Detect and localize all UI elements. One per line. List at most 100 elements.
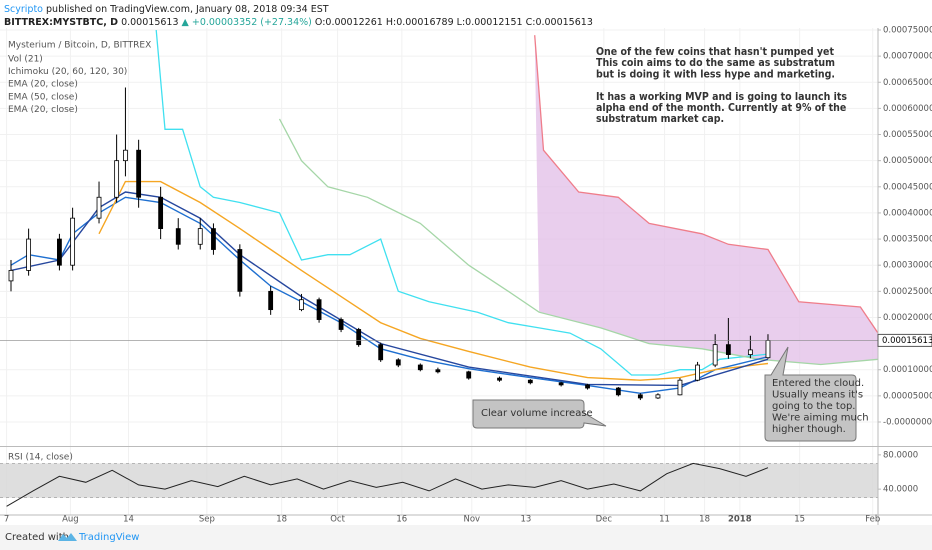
candle-body xyxy=(747,349,753,355)
price: 0.00015613 xyxy=(121,17,178,28)
last-price-label: 0.00015613 xyxy=(882,336,932,346)
annotations: Mysterium / Bitcoin, D, BITTREX Vol (21) I… xyxy=(8,41,869,463)
x-tick-label: 11 xyxy=(659,515,670,525)
candle-body xyxy=(395,359,401,366)
rsi-tick-label: 80.0000 xyxy=(883,450,918,460)
candle-body xyxy=(237,249,243,292)
ohlc-c: C:0.00015613 xyxy=(526,17,593,28)
candle-body xyxy=(356,329,362,346)
footer-created: Created with xyxy=(5,532,69,543)
x-tick-label: Dec xyxy=(596,515,613,525)
annotation-line: substratum market cap. xyxy=(596,113,724,125)
y-tick-label: 0.00065000 xyxy=(883,78,932,88)
x-tick-label: 14 xyxy=(123,515,134,525)
x-tick-label: Nov xyxy=(463,515,480,525)
axes: 0.00075000 0.00070000 0.00065000 0.00060000… xyxy=(4,26,932,525)
ohlc-o: O:0.00012261 xyxy=(315,17,383,28)
x-tick-label: 18 xyxy=(699,515,710,525)
candle-body xyxy=(26,238,32,271)
candle-body xyxy=(114,160,120,198)
x-tick-label: Sep xyxy=(199,515,215,525)
candle-body xyxy=(197,228,203,245)
legend-entry: EMA (50, close) xyxy=(8,92,78,102)
annotation-line: alpha end of the month. Currently at 9% … xyxy=(596,102,846,114)
published: published on TradingView.com, January 08… xyxy=(46,4,329,15)
candle-body xyxy=(677,379,683,396)
x-tick-label: 16 xyxy=(396,515,407,525)
candle-body xyxy=(96,196,102,219)
y-tick-label: 0.00045000 xyxy=(883,182,932,192)
volume-callout-box xyxy=(472,399,607,429)
y-tick-label: 0.00050000 xyxy=(883,156,932,166)
annotation-line: It has a working MVP and is going to lau… xyxy=(596,91,847,103)
symbol: BITTREX:MYSTBTC, D xyxy=(4,17,118,28)
symbol-line: BITTREX:MYSTBTC, D 0.00015613 ▲ +0.00003… xyxy=(4,17,593,28)
candle-body xyxy=(57,238,62,266)
ohlc-h: H:0.00016789 xyxy=(386,17,454,28)
candle-body xyxy=(136,149,142,198)
cloud-callout-box xyxy=(764,346,857,442)
last-price-box xyxy=(877,333,932,347)
candle-body xyxy=(695,364,700,381)
candle-body xyxy=(299,299,304,311)
ichimoku-line xyxy=(278,118,878,366)
candle-body xyxy=(158,196,164,230)
candle-body xyxy=(268,290,274,311)
annotation-line: We're aiming much xyxy=(772,413,869,424)
candle-body xyxy=(497,377,502,381)
footer-brand[interactable]: TradingView xyxy=(78,532,139,543)
header-line: Scyripto published on TradingView.com, J… xyxy=(4,4,329,15)
rsi-tick-label: 40.0000 xyxy=(883,485,918,495)
y-tick-label: 0.00010000 xyxy=(883,365,932,375)
candle-body xyxy=(123,149,128,162)
footer-logo xyxy=(58,533,77,541)
candle-body xyxy=(338,319,344,330)
y-tick-label: 0.00040000 xyxy=(883,208,932,218)
y-tick-label: 0.00070000 xyxy=(883,52,932,62)
legend-entry: Vol (21) xyxy=(8,55,43,65)
candle-body xyxy=(585,384,590,389)
candle-body xyxy=(655,394,661,399)
candle-body xyxy=(211,228,216,250)
candle-body xyxy=(8,270,14,282)
main-panel xyxy=(0,30,878,401)
ichimoku-line xyxy=(534,35,878,334)
ichimoku-line xyxy=(155,30,769,376)
y-tick-label: 0.00025000 xyxy=(883,287,932,297)
x-tick-label: 15 xyxy=(794,515,805,525)
candle-body xyxy=(435,369,441,373)
candle-body xyxy=(175,228,181,245)
annotation-line: This coin aims to do the same as substra… xyxy=(596,57,835,69)
ichimoku-cloud xyxy=(534,35,878,365)
ohlc-l: L:0.00012151 xyxy=(457,17,523,28)
change: ▲ +0.00003352 (+27.34%) xyxy=(182,17,312,28)
y-tick-label: 0.00030000 xyxy=(883,261,932,271)
candle-body xyxy=(725,344,731,355)
x-tick-label: 2018 xyxy=(728,515,752,525)
y-tick-label: 0.00005000 xyxy=(883,391,932,401)
x-tick-label: 13 xyxy=(521,515,532,525)
y-tick-label: 0.00020000 xyxy=(883,313,932,323)
candle-body xyxy=(712,344,718,366)
author[interactable]: Scyripto xyxy=(4,4,43,15)
candle-body xyxy=(316,299,322,320)
legend-title: Mysterium / Bitcoin, D, BITTREX xyxy=(8,41,151,51)
annotation-line: Usually means it's xyxy=(772,390,863,401)
legend-entry: EMA (20, close) xyxy=(8,105,78,115)
y-tick-label: 0.00055000 xyxy=(883,130,932,140)
y-tick-label: -0.00000000 xyxy=(883,418,932,428)
candle-body xyxy=(615,387,621,396)
candle-body xyxy=(558,382,564,386)
legend-entry: Ichimoku (20, 60, 120, 30) xyxy=(8,67,127,77)
annotation-line: but is doing it with less hype and marke… xyxy=(596,68,835,80)
annotation-line: going to the top. xyxy=(772,401,855,412)
y-tick-label: 0.00075000 xyxy=(883,26,932,36)
annotation-line: Clear volume increase xyxy=(481,408,593,419)
legend-entry: EMA (20, close) xyxy=(8,80,78,90)
x-tick-label: 18 xyxy=(276,515,287,525)
x-tick-label: 7 xyxy=(4,515,9,525)
rsi-title: RSI (14, close) xyxy=(8,453,73,463)
candle-body xyxy=(466,371,472,379)
candle-body xyxy=(70,217,76,266)
